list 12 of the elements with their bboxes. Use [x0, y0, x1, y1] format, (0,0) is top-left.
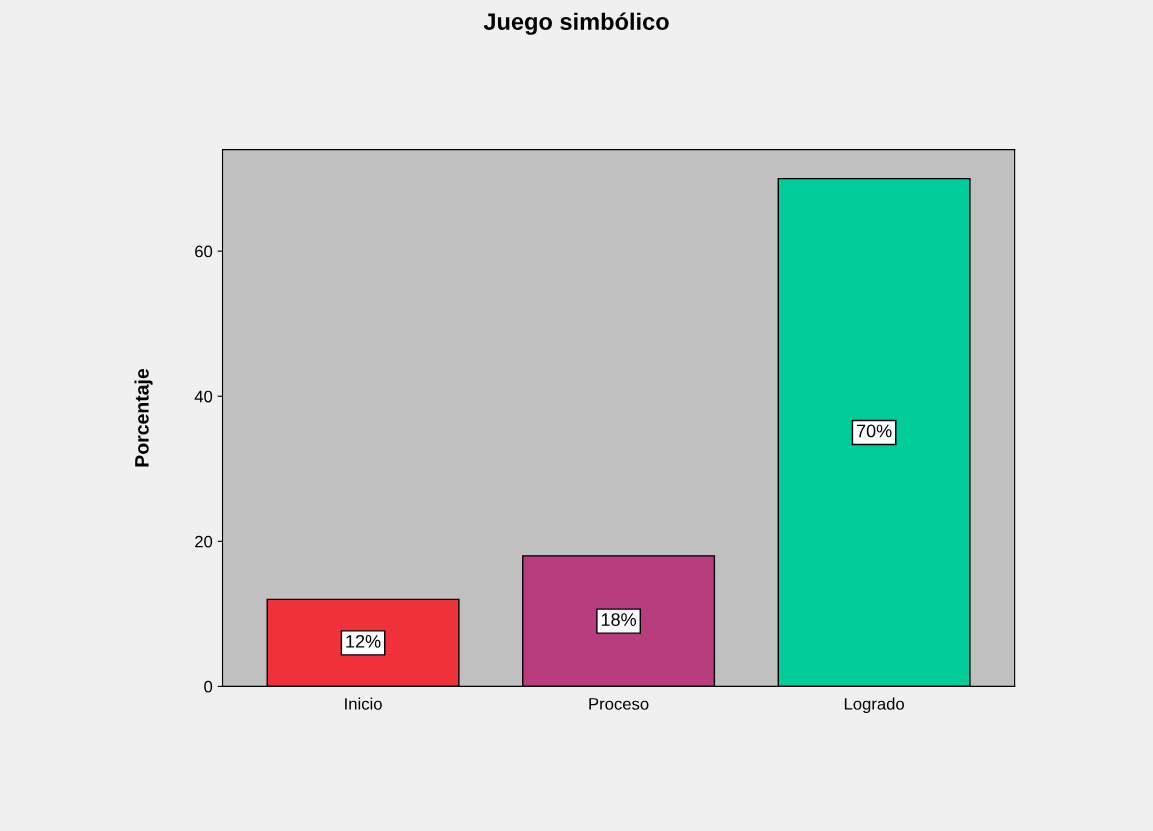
y-axis-title: Porcentaje [134, 368, 153, 467]
data-label: 12% [346, 634, 381, 648]
y-tick-label: 0 [204, 680, 213, 693]
data-label: 70% [856, 424, 892, 438]
chart-title: Juego simbólico [483, 12, 669, 35]
y-tick-label: 60 [195, 245, 213, 258]
data-label: 18% [601, 613, 637, 626]
x-tick-label: Inicio [345, 697, 382, 710]
y-tick-label: 40 [194, 390, 213, 403]
y-tick-label: 20 [195, 535, 213, 548]
x-tick-label: Logrado [844, 697, 904, 714]
x-tick-label: Proceso [589, 698, 649, 710]
